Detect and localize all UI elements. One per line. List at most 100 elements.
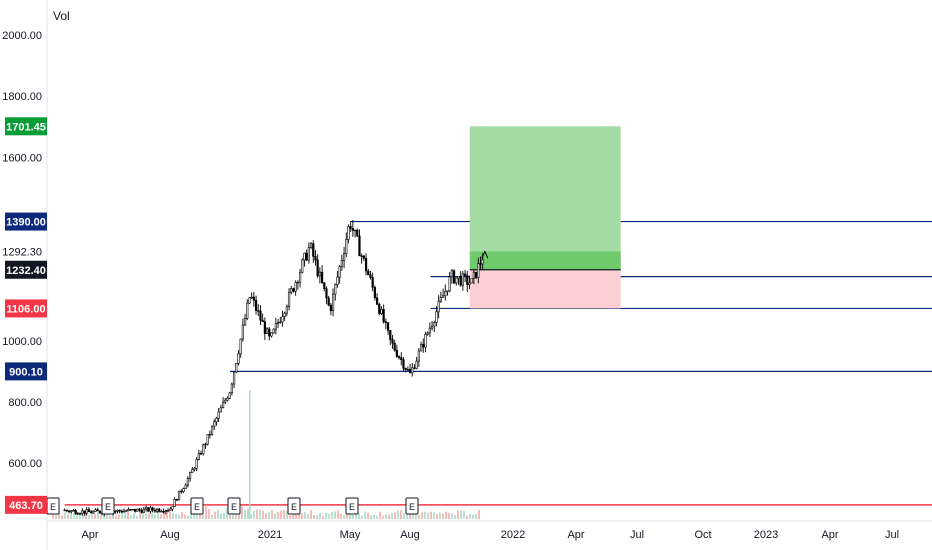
candle-body bbox=[65, 509, 68, 512]
earnings-marker-label: E bbox=[231, 502, 237, 512]
time-tick-label: Apr bbox=[81, 529, 98, 541]
volume-bar bbox=[376, 515, 378, 519]
candle-body bbox=[422, 343, 425, 348]
candle-body bbox=[430, 325, 434, 329]
volume-bar bbox=[463, 510, 465, 519]
candle-body bbox=[239, 338, 242, 355]
candle-body bbox=[334, 284, 337, 295]
candle-body bbox=[83, 510, 86, 514]
candle-body bbox=[375, 297, 379, 305]
volume-bar bbox=[397, 510, 399, 519]
volume-bar bbox=[250, 514, 252, 519]
price-tag-box bbox=[5, 260, 47, 279]
volume-bar bbox=[433, 512, 435, 519]
volume-bar bbox=[163, 510, 165, 519]
price-tick-label: 600.00 bbox=[8, 458, 42, 470]
candle-body bbox=[338, 266, 341, 278]
time-axis[interactable]: Apr Aug 2021 May Aug 2022 Apr Jul Oct 2023 Apr Jul bbox=[47, 520, 932, 541]
candle-body bbox=[213, 421, 216, 427]
volume-bar bbox=[274, 513, 276, 519]
candle-body bbox=[276, 322, 280, 324]
time-tick-label: 2023 bbox=[754, 529, 778, 541]
volume-bar bbox=[109, 515, 111, 519]
candle-body bbox=[237, 353, 240, 364]
volume-bar bbox=[82, 514, 84, 519]
earnings-marker[interactable]: E bbox=[190, 497, 204, 515]
candle-body bbox=[402, 359, 405, 369]
volume-bar bbox=[292, 512, 294, 519]
candle-body bbox=[136, 508, 139, 512]
candle-body bbox=[94, 509, 97, 512]
volume-bar bbox=[451, 513, 453, 519]
candle-body bbox=[232, 371, 236, 385]
price-tick-label: 800.00 bbox=[8, 397, 42, 409]
volume-bar bbox=[436, 513, 438, 519]
earnings-marker[interactable]: E bbox=[345, 497, 359, 515]
candle-body bbox=[144, 507, 148, 510]
candle-body bbox=[96, 509, 99, 512]
candle-body bbox=[169, 508, 172, 511]
price-axis[interactable]: 2000.00 1800.00 1600.00 1292.30 1000.00 800.0… bbox=[2, 0, 48, 550]
volume-bar bbox=[91, 510, 93, 519]
candle-body bbox=[219, 407, 222, 413]
volume-bar bbox=[280, 510, 282, 519]
candle-body bbox=[193, 467, 196, 470]
volume-bar bbox=[118, 514, 120, 519]
candle-body bbox=[202, 444, 205, 455]
candle-body bbox=[380, 309, 383, 314]
volume-bar bbox=[415, 513, 417, 519]
volume-bar bbox=[247, 508, 249, 519]
volume-bar bbox=[418, 515, 420, 519]
volume-bar bbox=[460, 510, 462, 519]
candle-body bbox=[309, 243, 313, 248]
earnings-marker-box bbox=[227, 497, 241, 515]
price-tag-label: 1106.00 bbox=[6, 303, 45, 315]
candle-body bbox=[481, 259, 484, 265]
candle-body bbox=[78, 513, 82, 515]
candle-body bbox=[307, 247, 310, 261]
volume-bar bbox=[364, 511, 366, 519]
candle-body bbox=[327, 297, 330, 306]
candle-body bbox=[305, 252, 308, 261]
candle-body bbox=[285, 306, 288, 314]
candle-body bbox=[257, 310, 260, 312]
candle-body bbox=[437, 300, 440, 313]
time-tick-label: May bbox=[340, 529, 361, 541]
earnings-marker-label: E bbox=[194, 502, 200, 512]
candle-body bbox=[369, 274, 372, 278]
candle-body bbox=[164, 510, 167, 512]
volume-bar bbox=[151, 513, 153, 519]
price-tag-box bbox=[5, 212, 47, 231]
candle-body bbox=[466, 275, 469, 285]
candle-body bbox=[127, 508, 130, 512]
candle-body bbox=[329, 304, 332, 311]
volume-bar bbox=[265, 513, 267, 519]
candle-body bbox=[133, 508, 137, 512]
volume-bar bbox=[187, 515, 189, 519]
volume-bar bbox=[355, 514, 357, 519]
candle-body bbox=[118, 509, 121, 512]
volume-bar bbox=[277, 511, 279, 519]
earnings-marker[interactable]: E bbox=[101, 497, 115, 515]
long-position-tool[interactable] bbox=[469, 126, 621, 309]
volume-bar bbox=[352, 515, 354, 519]
earnings-marker[interactable]: E bbox=[405, 497, 419, 515]
earnings-marker[interactable]: E bbox=[227, 497, 241, 515]
candle-body bbox=[373, 286, 376, 299]
candle-body bbox=[389, 330, 392, 340]
price-tick-label: 2000.00 bbox=[2, 30, 42, 42]
price-tag-label: 1232.40 bbox=[6, 265, 46, 277]
volume-bar bbox=[166, 510, 168, 519]
candle-body bbox=[468, 282, 471, 285]
candle-body bbox=[296, 281, 299, 284]
candle-body bbox=[378, 303, 381, 314]
candle-body bbox=[428, 327, 431, 334]
earnings-marker[interactable]: E bbox=[287, 497, 301, 515]
time-tick-label: 2022 bbox=[501, 529, 525, 541]
earnings-marker[interactable]: E bbox=[46, 497, 60, 515]
candle-body bbox=[455, 277, 458, 284]
volume-bar bbox=[70, 512, 72, 519]
candle-body bbox=[345, 239, 348, 254]
